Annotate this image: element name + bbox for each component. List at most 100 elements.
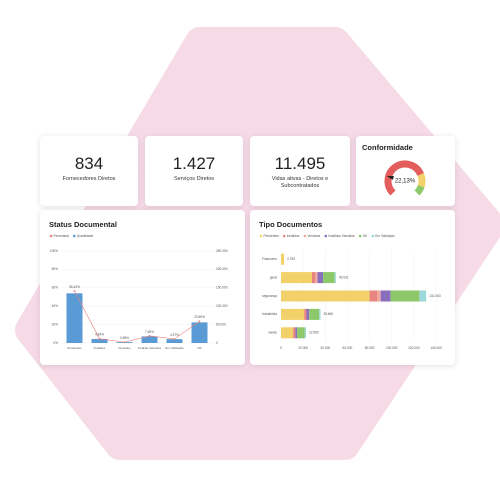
x-tick-label: Pendentes bbox=[67, 346, 82, 350]
bar-segment bbox=[377, 290, 381, 302]
data-label: 7,65% bbox=[145, 330, 154, 334]
y2-tick-label: 200.000 bbox=[216, 267, 228, 271]
y2-tick-label: 250.000 bbox=[216, 249, 228, 253]
data-label: 4,37% bbox=[170, 333, 179, 337]
gauge-title: Conformidade bbox=[362, 143, 413, 152]
legend-label: Vencidos bbox=[307, 234, 320, 238]
bar-segment bbox=[419, 290, 427, 302]
data-label: 23,55% bbox=[194, 315, 205, 319]
legend-swatch bbox=[303, 234, 307, 238]
bar-segment bbox=[281, 290, 370, 302]
legend-swatch bbox=[371, 234, 375, 238]
bar-segment bbox=[309, 308, 320, 320]
total-label: 2.783 bbox=[287, 257, 295, 261]
line-point bbox=[98, 337, 101, 340]
bar-segment bbox=[369, 290, 378, 302]
x-tick-label: 20.000 bbox=[298, 346, 308, 350]
gauge-card: Conformidade bbox=[356, 136, 455, 206]
legend-label: Inválidos bbox=[287, 234, 300, 238]
total-label: 131.063 bbox=[429, 294, 441, 298]
x-tick-label: Inválidos bbox=[94, 346, 106, 350]
y2-tick-label: 50.000 bbox=[216, 322, 226, 326]
legend-label: Em Validação bbox=[375, 234, 395, 238]
bar-segment bbox=[334, 272, 336, 284]
y-tick-label: Financeiro bbox=[262, 257, 277, 261]
x-tick-label: Vencidos bbox=[118, 346, 131, 350]
chart-title: Tipo Documentos bbox=[259, 220, 323, 229]
line-point bbox=[73, 290, 76, 292]
y-tick-label: 60% bbox=[52, 286, 59, 290]
bar-segment bbox=[315, 272, 318, 284]
x-tick-label: Em Validação bbox=[165, 346, 184, 350]
y2-tick-label: 150.000 bbox=[216, 286, 228, 290]
data-label: 4,54% bbox=[95, 333, 104, 337]
bar-segment bbox=[281, 253, 285, 265]
x-tick-label: 0 bbox=[280, 346, 282, 350]
y-tick-label: 40% bbox=[52, 304, 59, 308]
y-tick-label: geral bbox=[270, 275, 277, 279]
total-label: 22.582 bbox=[309, 331, 319, 335]
x-tick-label: OK bbox=[197, 346, 201, 350]
data-label: 56,43% bbox=[69, 285, 80, 289]
x-tick-label: 140.000 bbox=[430, 346, 442, 350]
x-tick-label: Inválido Vencidos bbox=[138, 346, 162, 350]
data-label: 0,95% bbox=[120, 336, 129, 340]
legend-label: Percentual bbox=[54, 234, 70, 238]
legend-label: Quantidade bbox=[77, 234, 94, 238]
bar-segment bbox=[293, 327, 296, 339]
bar-segment bbox=[319, 308, 321, 320]
total-label: 35.660 bbox=[323, 312, 333, 316]
line bbox=[74, 290, 200, 343]
card-label: Serviços Diretos bbox=[173, 176, 215, 182]
gauge-band bbox=[417, 173, 426, 188]
legend-label: Inválidos Vencidos bbox=[328, 234, 355, 238]
bar bbox=[66, 293, 83, 343]
card: 834 Fornecedores Diretos bbox=[40, 136, 138, 206]
y-tick-label: 80% bbox=[52, 267, 59, 271]
bar-segment bbox=[281, 327, 294, 339]
bar-segment bbox=[281, 308, 305, 320]
x-tick-label: 100.000 bbox=[386, 346, 398, 350]
bar-segment bbox=[312, 272, 316, 284]
line-point bbox=[123, 341, 126, 344]
y2-tick-label: 100.000 bbox=[216, 304, 228, 308]
bar-segment bbox=[304, 327, 307, 339]
y-tick-label: 0% bbox=[53, 341, 58, 345]
y-tick-label: segurança bbox=[262, 294, 277, 298]
y-tick-label: 100% bbox=[50, 249, 58, 253]
bar-segment bbox=[295, 327, 298, 339]
bar bbox=[91, 338, 108, 343]
legend-swatch bbox=[72, 234, 76, 238]
card-label: Vidas ativas - Diretos e Subcontratados bbox=[271, 176, 329, 189]
card: 11.495 Vidas ativas - Diretos e Subcontr… bbox=[250, 136, 350, 206]
legend-swatch bbox=[49, 234, 53, 238]
y-tick-label: saúde bbox=[268, 331, 277, 335]
bar-segment bbox=[306, 308, 310, 320]
card-label: Fornecedores Diretos bbox=[62, 176, 116, 182]
y2-tick-label: 0 bbox=[216, 341, 218, 345]
bar-segment bbox=[281, 272, 312, 284]
legend-swatch bbox=[282, 234, 286, 238]
gauge-band bbox=[384, 160, 424, 196]
x-tick-label: 120.000 bbox=[408, 346, 420, 350]
bar bbox=[166, 339, 183, 343]
line-point bbox=[173, 338, 176, 340]
card-value: 11.495 bbox=[274, 154, 326, 173]
bar bbox=[191, 322, 208, 343]
card: 1.427 Serviços Diretos bbox=[145, 136, 243, 206]
bar-segment bbox=[317, 272, 324, 284]
bar bbox=[141, 336, 158, 343]
bar-segment bbox=[390, 290, 420, 302]
y-tick-label: trabalhista bbox=[262, 312, 277, 316]
total-label: 49.531 bbox=[339, 275, 349, 279]
gauge-needle bbox=[386, 176, 394, 180]
x-tick-label: 40.000 bbox=[320, 346, 330, 350]
y-tick-label: 20% bbox=[52, 322, 59, 326]
card-value: 1.427 bbox=[172, 154, 216, 173]
card-value: 834 bbox=[74, 154, 104, 173]
chart-title: Status Documental bbox=[49, 220, 117, 229]
bar-segment bbox=[297, 327, 305, 339]
legend-swatch bbox=[358, 234, 362, 238]
